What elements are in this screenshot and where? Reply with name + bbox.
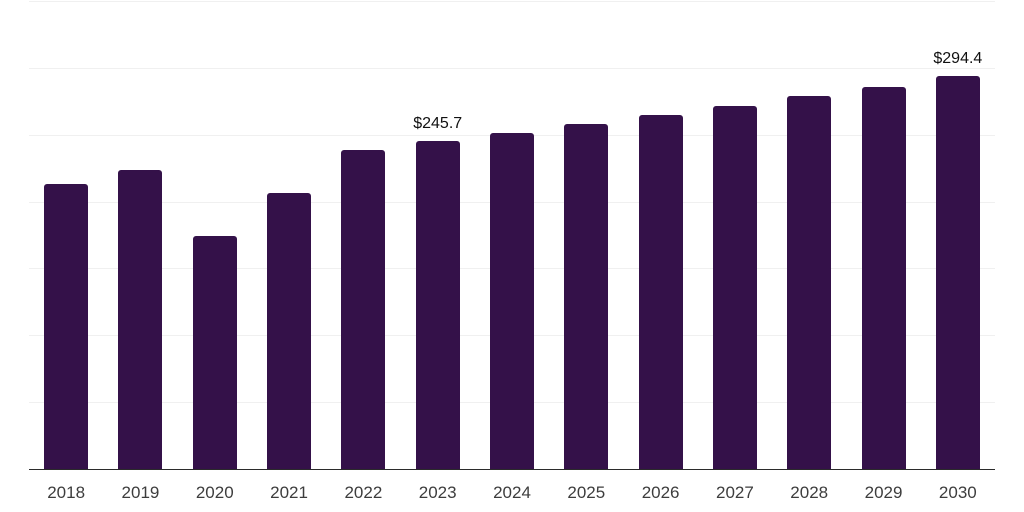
bar-2018 bbox=[44, 183, 89, 470]
x-tick-label-2023: 2023 bbox=[418, 483, 457, 502]
x-tick-label-2018: 2018 bbox=[47, 483, 86, 502]
bar-2023 bbox=[415, 141, 460, 470]
plot-area: $245.7 $294.4 bbox=[29, 0, 995, 470]
x-tick-label-2024: 2024 bbox=[493, 483, 531, 502]
data-label-2023: $245.7 bbox=[413, 115, 463, 133]
x-tick-label-2030: 2030 bbox=[938, 483, 977, 502]
bar-2028 bbox=[787, 96, 832, 470]
bar-2027 bbox=[712, 105, 757, 470]
gridline-350 bbox=[29, 1, 995, 2]
bar-2029 bbox=[861, 86, 906, 470]
x-axis-line bbox=[29, 468, 995, 470]
bar-2021 bbox=[267, 193, 312, 470]
bar-2026 bbox=[638, 115, 683, 470]
x-tick-label-2019: 2019 bbox=[121, 483, 160, 502]
x-tick-label-2021: 2021 bbox=[270, 483, 308, 502]
x-tick-label-2028: 2028 bbox=[790, 483, 829, 502]
bar-2020 bbox=[192, 236, 237, 470]
bar-2025 bbox=[564, 124, 609, 470]
bar-2024 bbox=[490, 132, 534, 470]
x-tick-label-2020: 2020 bbox=[195, 483, 234, 502]
x-tick-label-2027: 2027 bbox=[716, 483, 754, 502]
x-tick-label-2029: 2029 bbox=[864, 483, 903, 502]
x-axis-labels: 2018 2019 2020 2021 2022 2023 2024 2025 2026 2027… bbox=[29, 483, 995, 505]
x-tick-label-2026: 2026 bbox=[641, 483, 680, 502]
bar-2019 bbox=[118, 170, 163, 470]
data-label-2030: $294.4 bbox=[933, 50, 983, 68]
bar-2030 bbox=[935, 76, 980, 470]
x-tick-label-2022: 2022 bbox=[344, 483, 383, 502]
bar-2022 bbox=[341, 150, 386, 470]
gridline-300 bbox=[29, 67, 995, 69]
x-tick-label-2025: 2025 bbox=[567, 483, 606, 502]
